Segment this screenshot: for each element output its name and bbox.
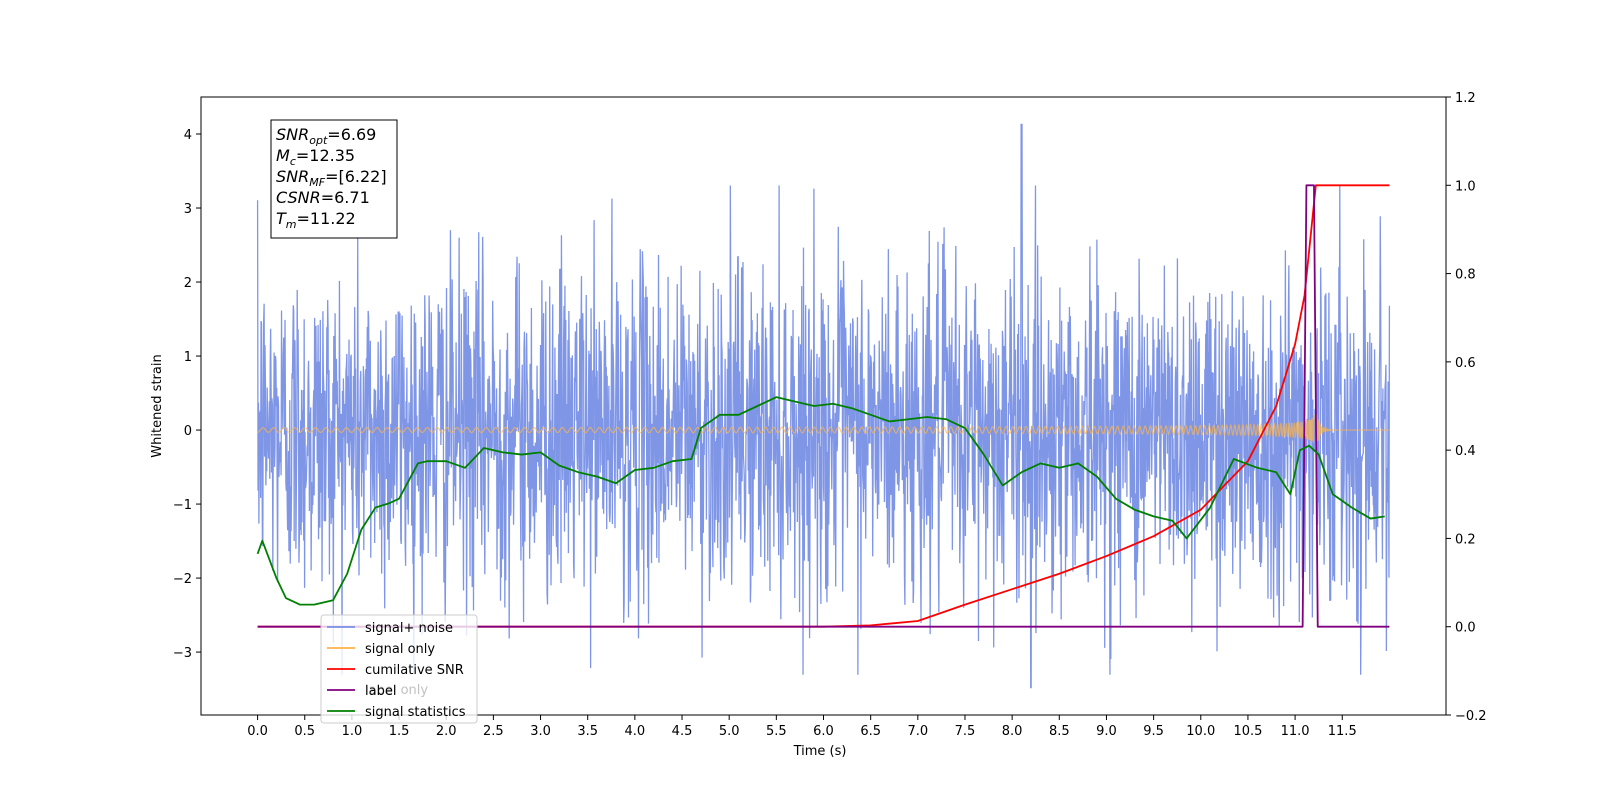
annotation-value: =[6.22] (325, 167, 387, 186)
legend-entry-label: signal only (365, 642, 435, 657)
y2-tick-label: −0.2 (1455, 709, 1487, 724)
y-axis-ticks: 4 3 2 1 0 −1 −2 −3 (173, 128, 201, 661)
y2-tick-label: 1.0 (1455, 179, 1476, 194)
annotation-line: Tm=11.22 (276, 209, 356, 231)
y2-tick-label: 1.2 (1455, 91, 1476, 106)
x-tick-label: 3.5 (577, 724, 598, 739)
series-signal-noise-line (256, 123, 1391, 689)
y2-axis-ticks: 1.2 1.0 0.8 0.6 0.4 0.2 0.0 −0.2 (1446, 91, 1487, 724)
series-cumilative-snr-line (257, 184, 1390, 628)
y-tick-label: 1 (184, 350, 192, 365)
y-axis-label: Whitened strain (150, 354, 165, 457)
annotation-subscript: opt (309, 134, 328, 147)
x-tick-label: 8.0 (1002, 724, 1023, 739)
annotation-subscript: MF (309, 176, 325, 189)
x-tick-label: 0.0 (247, 724, 268, 739)
x-tick-label: 3.0 (530, 724, 551, 739)
annotation-line: CSNR=6.71 (276, 188, 370, 207)
y2-tick-label: 0.8 (1455, 268, 1476, 283)
x-tick-label: 1.0 (342, 724, 363, 739)
x-tick-label: 7.0 (907, 724, 928, 739)
x-tick-label: 11.0 (1281, 724, 1310, 739)
legend-entry-label: signal statistics (365, 705, 466, 720)
y-tick-label: 2 (184, 276, 192, 291)
y-tick-label: 3 (184, 202, 192, 217)
y-tick-label: −3 (173, 646, 192, 661)
legend-entry-label: signal+ noise (365, 621, 453, 636)
x-tick-label: 6.5 (860, 724, 881, 739)
annotation-line: SNRopt=6.69 (276, 125, 376, 147)
y2-tick-label: 0.0 (1455, 621, 1476, 636)
y2-tick-label: 0.4 (1455, 444, 1476, 459)
legend-occluded-label: label only (365, 683, 428, 698)
stats-annotation-box: SNRopt=6.69Mc=12.35SNRMF=[6.22]CSNR=6.71… (270, 119, 398, 239)
series-signal-only-line (257, 404, 1390, 452)
x-axis-ticks: 0.0 0.5 1.0 1.5 2.0 2.5 3.0 3.5 4.0 4.5 5.0 5.5 6.0 6… (247, 715, 1357, 739)
y-tick-label: −2 (173, 572, 192, 587)
annotation-frame (270, 119, 398, 239)
legend-frame (320, 614, 478, 724)
series-layer (256, 123, 1391, 689)
annotation-symbol: CSNR (276, 188, 321, 207)
x-tick-label: 4.0 (625, 724, 646, 739)
x-tick-label: 11.5 (1328, 724, 1357, 739)
annotation-subscript: m (286, 218, 297, 231)
annotation-value: =6.69 (327, 125, 376, 144)
annotation-subscript: c (290, 155, 296, 168)
x-tick-label: 2.0 (436, 724, 457, 739)
x-tick-label: 7.5 (955, 724, 976, 739)
series-label-line (257, 184, 1390, 628)
annotation-symbol: T (276, 209, 287, 228)
legend: label only signal+ noise signal only cumila… (320, 614, 478, 724)
annotation-symbol: SNR (276, 167, 309, 186)
annotation-line: Mc=12.35 (276, 146, 355, 168)
annotation-value: =6.71 (321, 188, 370, 207)
x-tick-label: 5.5 (766, 724, 787, 739)
x-tick-label: 0.5 (294, 724, 315, 739)
x-tick-label: 1.5 (389, 724, 410, 739)
series-signal-statistics-line (256, 396, 1385, 606)
y2-tick-label: 0.2 (1455, 532, 1476, 547)
x-tick-label: 4.5 (672, 724, 693, 739)
annotation-symbol: SNR (276, 125, 309, 144)
legend-entry-label: cumilative SNR (365, 663, 464, 678)
x-tick-label: 2.5 (483, 724, 504, 739)
legend-entry-label: label (365, 684, 396, 699)
x-tick-label: 6.0 (813, 724, 834, 739)
x-tick-label: 5.0 (719, 724, 740, 739)
x-tick-label: 9.0 (1096, 724, 1117, 739)
annotation-value: =11.22 (297, 209, 356, 228)
y2-tick-label: 0.6 (1455, 356, 1476, 371)
x-tick-label: 10.5 (1233, 724, 1262, 739)
annotation-line: SNRMF=[6.22] (276, 167, 387, 189)
y-tick-label: 4 (184, 128, 192, 143)
x-tick-label: 8.5 (1049, 724, 1070, 739)
x-tick-label: 10.0 (1186, 724, 1215, 739)
x-tick-label: 9.5 (1143, 724, 1164, 739)
y-tick-label: −1 (173, 498, 192, 513)
x-axis-label: Time (s) (793, 744, 847, 759)
y-tick-label: 0 (184, 424, 192, 439)
annotation-value: =12.35 (296, 146, 355, 165)
annotation-symbol: M (276, 146, 290, 165)
